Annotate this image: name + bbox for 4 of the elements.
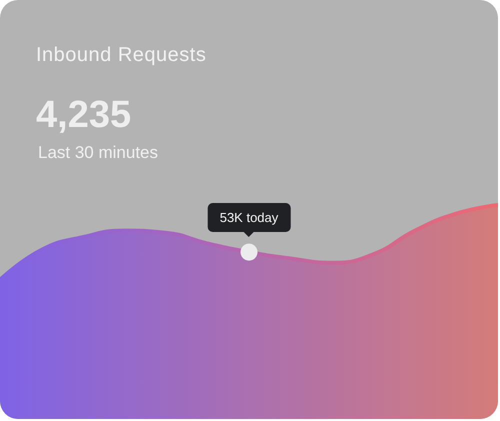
annotation: 53K today — [208, 203, 290, 232]
chart-subtitle: Last 30 minutes — [38, 143, 158, 163]
chart-title: Inbound Requests — [36, 44, 206, 67]
text: 4,235 — [36, 94, 132, 137]
